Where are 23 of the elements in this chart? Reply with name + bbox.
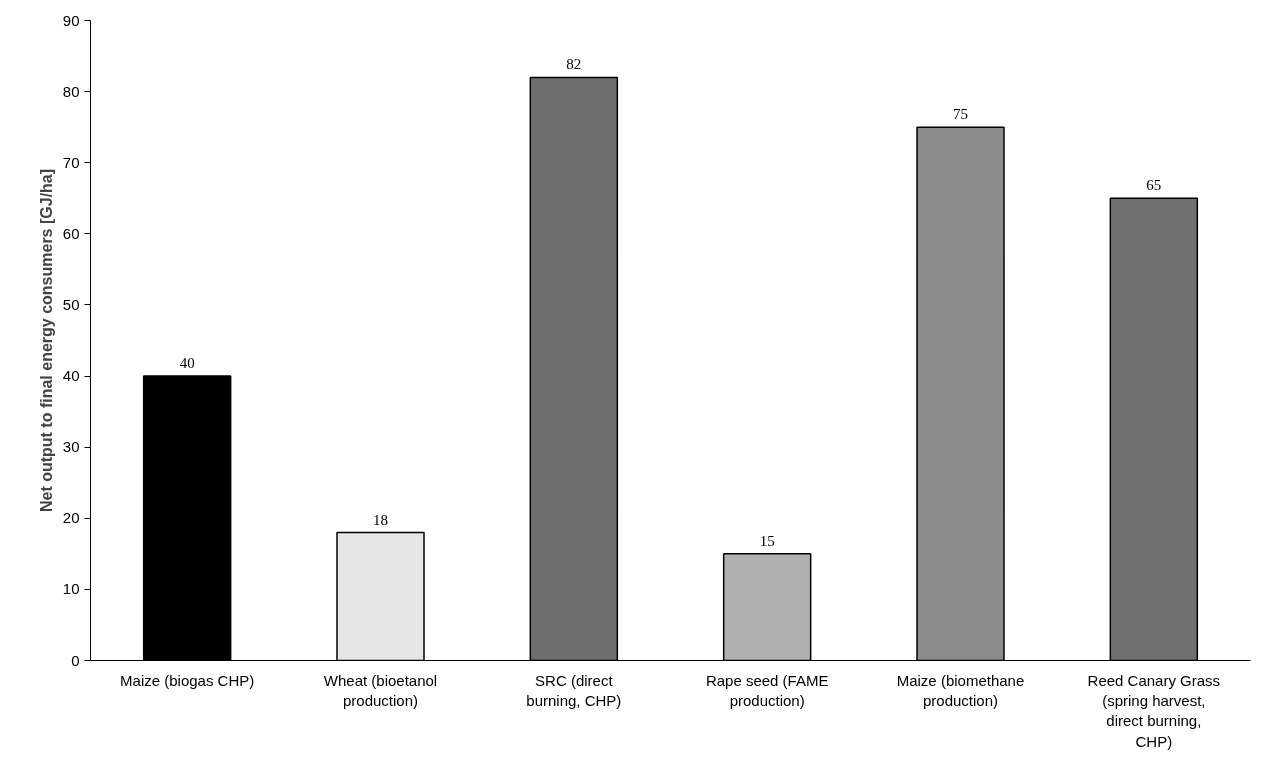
y-axis-title: Net output to final energy consumers [GJ/ha]: [37, 168, 55, 513]
y-tick-label: 0: [71, 651, 80, 669]
y-tick-label: 90: [62, 11, 80, 29]
y-tick-label: 80: [62, 82, 80, 100]
data-label: 82: [566, 56, 582, 73]
y-tick-label: 10: [62, 580, 80, 598]
data-label: 65: [1146, 177, 1162, 194]
y-tick-label: 60: [62, 224, 80, 242]
x-tick-label: Maize (biomethane production): [896, 671, 1025, 709]
x-tick-label: Maize (biogas CHP): [120, 671, 255, 689]
data-label: 40: [179, 355, 195, 372]
y-tick-label: 40: [62, 367, 80, 385]
x-tick-label: Reed Canary Grass (spring harvest, direct burning, CHP): [1087, 671, 1221, 750]
y-tick-label: 30: [62, 438, 80, 456]
data-label: 15: [759, 532, 775, 549]
y-tick-label: 50: [62, 295, 80, 313]
data-label: 75: [953, 106, 968, 123]
x-tick-label: Wheat (bioetanol production): [323, 671, 438, 709]
data-label: 18: [373, 511, 388, 528]
x-tick-label: Rape seed (FAME production): [705, 671, 829, 709]
x-tick-label: SRC (direct burning, CHP): [526, 671, 622, 709]
y-tick-label: 70: [62, 153, 80, 171]
y-tick-label: 20: [62, 509, 80, 527]
